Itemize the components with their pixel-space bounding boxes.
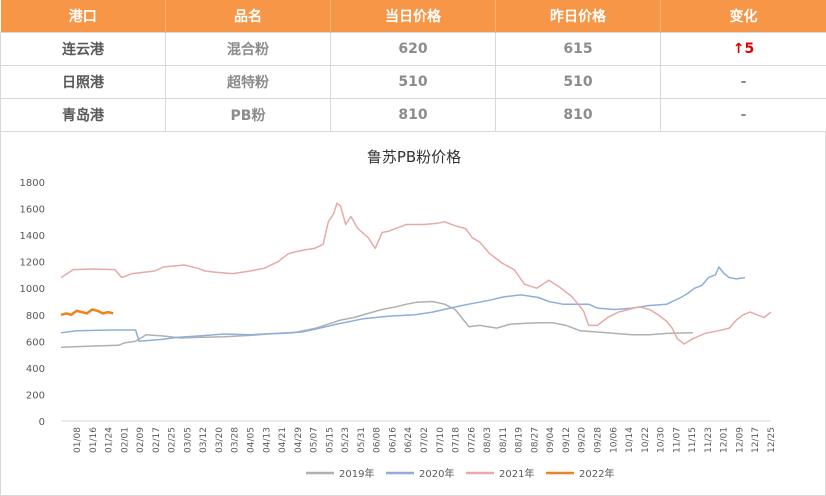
x-tick-label: 01/24 <box>105 427 115 453</box>
x-tick-label: 01/16 <box>89 427 99 453</box>
series-line <box>60 308 114 317</box>
x-tick-label: 04/05 <box>247 427 257 453</box>
legend: 2019年 2020年 2021年 2022年 <box>306 467 614 480</box>
table-row: 连云港 混合粉 620 615 ↑5 <box>0 31 826 66</box>
line-chart: 鲁苏PB粉价格 0 200 400 600 800 1000 1200 1400 1600 180… <box>20 148 777 480</box>
x-tick-label: 11/23 <box>704 427 714 453</box>
x-tick-label: 05/31 <box>357 427 367 453</box>
x-tick-label: 05/23 <box>341 427 351 453</box>
product-cell: 超特粉 <box>165 64 331 99</box>
x-tick-label: 11/07 <box>672 427 682 453</box>
change-cell: ↑5 <box>660 31 826 66</box>
port-cell: 连云港 <box>0 31 166 66</box>
x-tick-label: 02/01 <box>120 427 130 453</box>
x-tick-label: 06/16 <box>388 427 398 453</box>
x-tick-label: 09/04 <box>546 427 556 453</box>
price-table: 港口 品名 当日价格 昨日价格 变化 连云港 混合粉 620 615 ↑5 日照… <box>0 0 826 132</box>
x-tick-label: 12/01 <box>720 427 730 453</box>
legend-label: 2020年 <box>419 467 454 480</box>
change-cell: - <box>660 97 826 132</box>
series-group <box>60 202 772 349</box>
x-tick-label: 12/17 <box>751 427 761 453</box>
legend-label: 2021年 <box>499 467 534 480</box>
chart-title: 鲁苏PB粉价格 <box>367 148 461 166</box>
x-tick-label: 09/20 <box>578 427 588 453</box>
x-tick-label: 07/02 <box>420 427 430 453</box>
x-tick-label: 07/26 <box>467 427 477 453</box>
y-tick-label: 1800 <box>20 178 45 189</box>
today-price-cell: 810 <box>330 97 496 132</box>
y-tick-label: 800 <box>26 311 45 322</box>
change-cell: - <box>660 64 826 99</box>
x-axis: 01/08 01/16 01/24 02/01 02/09 02/17 02/25 03/05… <box>61 420 777 453</box>
x-tick-label: 02/17 <box>152 427 162 453</box>
x-tick-label: 03/05 <box>183 427 193 453</box>
x-tick-label: 03/12 <box>199 427 209 453</box>
header-yesterday-price: 昨日价格 <box>495 0 661 32</box>
port-cell: 日照港 <box>0 64 166 99</box>
product-cell: PB粉 <box>165 97 331 132</box>
x-tick-label: 02/09 <box>136 427 146 453</box>
y-tick-label: 1600 <box>20 205 45 216</box>
yesterday-price-cell: 510 <box>495 64 661 99</box>
series-line <box>60 266 746 343</box>
y-tick-label: 1200 <box>20 258 45 269</box>
y-tick-label: 0 <box>39 417 45 428</box>
yesterday-price-cell: 810 <box>495 97 661 132</box>
x-tick-label: 08/27 <box>530 427 540 453</box>
today-price-cell: 510 <box>330 64 496 99</box>
yesterday-price-cell: 615 <box>495 31 661 66</box>
x-tick-label: 01/08 <box>73 427 83 453</box>
x-tick-label: 10/06 <box>609 427 619 453</box>
x-tick-label: 09/28 <box>594 427 604 453</box>
table-header-row: 港口 品名 当日价格 昨日价格 变化 <box>0 0 826 32</box>
x-tick-label: 12/25 <box>767 427 777 453</box>
y-tick-label: 200 <box>26 390 45 401</box>
table-row: 日照港 超特粉 510 510 - <box>0 64 826 99</box>
x-tick-label: 07/10 <box>436 427 446 453</box>
x-tick-label: 04/21 <box>278 427 288 453</box>
x-tick-label: 11/15 <box>688 427 698 453</box>
x-tick-label: 03/28 <box>231 427 241 453</box>
x-tick-label: 10/14 <box>625 427 635 453</box>
legend-label: 2022年 <box>579 467 614 480</box>
y-tick-label: 400 <box>26 364 45 375</box>
y-tick-label: 1000 <box>20 284 45 295</box>
x-tick-label: 04/29 <box>294 427 304 453</box>
x-tick-label: 06/24 <box>404 427 414 453</box>
today-price-cell: 620 <box>330 31 496 66</box>
header-port: 港口 <box>0 0 166 32</box>
table-row: 青岛港 PB粉 810 810 - <box>0 97 826 132</box>
header-today-price: 当日价格 <box>330 0 496 32</box>
x-tick-label: 10/22 <box>641 427 651 453</box>
series-line <box>60 202 772 345</box>
x-tick-label: 08/19 <box>515 427 525 453</box>
x-tick-label: 08/11 <box>499 427 509 453</box>
y-axis: 0 200 400 600 800 1000 1200 1400 1600 1800 <box>20 178 45 428</box>
port-cell: 青岛港 <box>0 97 166 132</box>
x-tick-label: 03/20 <box>215 427 225 453</box>
x-tick-label: 05/15 <box>325 427 335 453</box>
x-tick-label: 07/18 <box>452 427 462 453</box>
y-tick-label: 1400 <box>20 231 45 242</box>
x-tick-label: 08/03 <box>483 427 493 453</box>
x-tick-label: 05/07 <box>310 427 320 453</box>
x-tick-label: 09/12 <box>562 427 572 453</box>
x-tick-label: 04/13 <box>262 427 272 453</box>
x-tick-label: 02/25 <box>168 427 178 453</box>
x-tick-label: 12/09 <box>735 427 745 453</box>
legend-label: 2019年 <box>339 467 374 480</box>
x-tick-label: 06/08 <box>373 427 383 453</box>
header-change: 变化 <box>660 0 826 32</box>
product-cell: 混合粉 <box>165 31 331 66</box>
y-tick-label: 600 <box>26 337 45 348</box>
header-product: 品名 <box>165 0 331 32</box>
chart-area: 鲁苏PB粉价格 0 200 400 600 800 1000 1200 1400 1600 180… <box>0 132 826 496</box>
x-tick-label: 10/30 <box>657 427 667 453</box>
